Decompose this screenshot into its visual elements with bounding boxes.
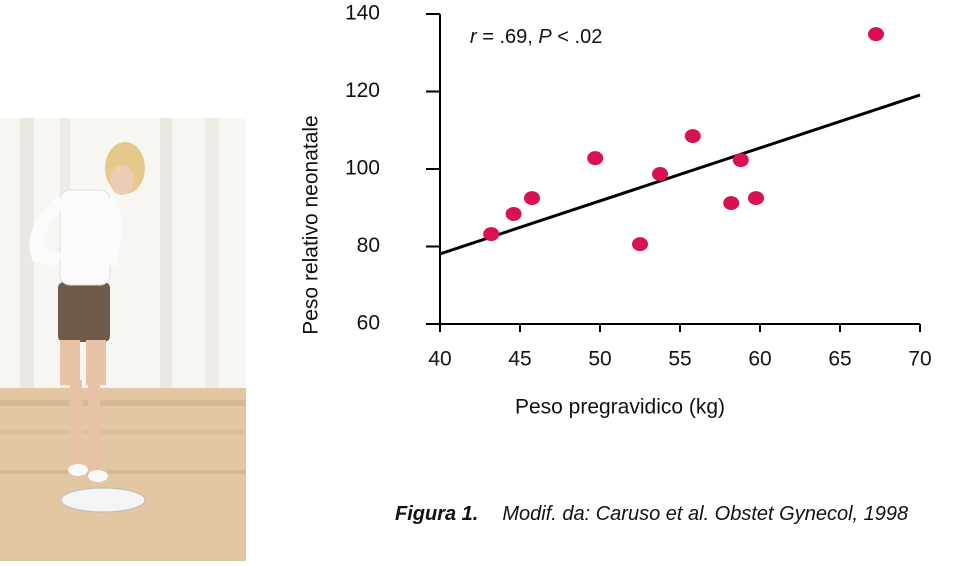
point bbox=[483, 227, 500, 242]
annotation-part: r bbox=[470, 26, 478, 48]
caption: Figura 1. Modif. da: Caruso et al. Obstet… bbox=[395, 503, 908, 525]
y-tick-label: 100 bbox=[345, 157, 380, 180]
point bbox=[505, 206, 522, 221]
point bbox=[632, 237, 648, 252]
point bbox=[587, 151, 604, 166]
x-tick-label: 55 bbox=[668, 348, 691, 371]
x-tick-label: 45 bbox=[508, 348, 531, 371]
y-tick-label: 60 bbox=[357, 312, 380, 335]
point bbox=[524, 191, 540, 206]
caption-text: Modif. da: Caruso et al. Obstet Gynecol,… bbox=[502, 503, 908, 525]
caption-label: Figura 1. bbox=[395, 503, 478, 525]
trend-line bbox=[439, 93, 921, 256]
annotation-part: P bbox=[538, 26, 552, 48]
y-axis-title: Peso relativo neonatale bbox=[300, 115, 323, 335]
x-tick-label: 40 bbox=[428, 348, 451, 371]
x-tick-label: 65 bbox=[828, 348, 851, 371]
x-tick-label: 70 bbox=[908, 348, 931, 371]
x-axis-title: Peso pregravidico (kg) bbox=[515, 396, 725, 419]
annotation-part: = .69, bbox=[477, 26, 539, 48]
x-tick-label: 60 bbox=[748, 348, 771, 371]
point bbox=[684, 129, 701, 144]
point bbox=[732, 153, 749, 168]
point bbox=[652, 167, 668, 182]
y-tick-label: 140 bbox=[345, 2, 380, 25]
point bbox=[868, 27, 884, 42]
point bbox=[723, 196, 740, 211]
photo bbox=[0, 118, 246, 561]
point bbox=[748, 191, 764, 206]
x-tick-label: 50 bbox=[588, 348, 611, 371]
y-tick-label: 120 bbox=[345, 79, 380, 102]
y-tick-label: 80 bbox=[357, 234, 380, 257]
annotation: r = .69, P < .02 bbox=[470, 26, 602, 48]
annotation-part: < .02 bbox=[552, 26, 603, 48]
